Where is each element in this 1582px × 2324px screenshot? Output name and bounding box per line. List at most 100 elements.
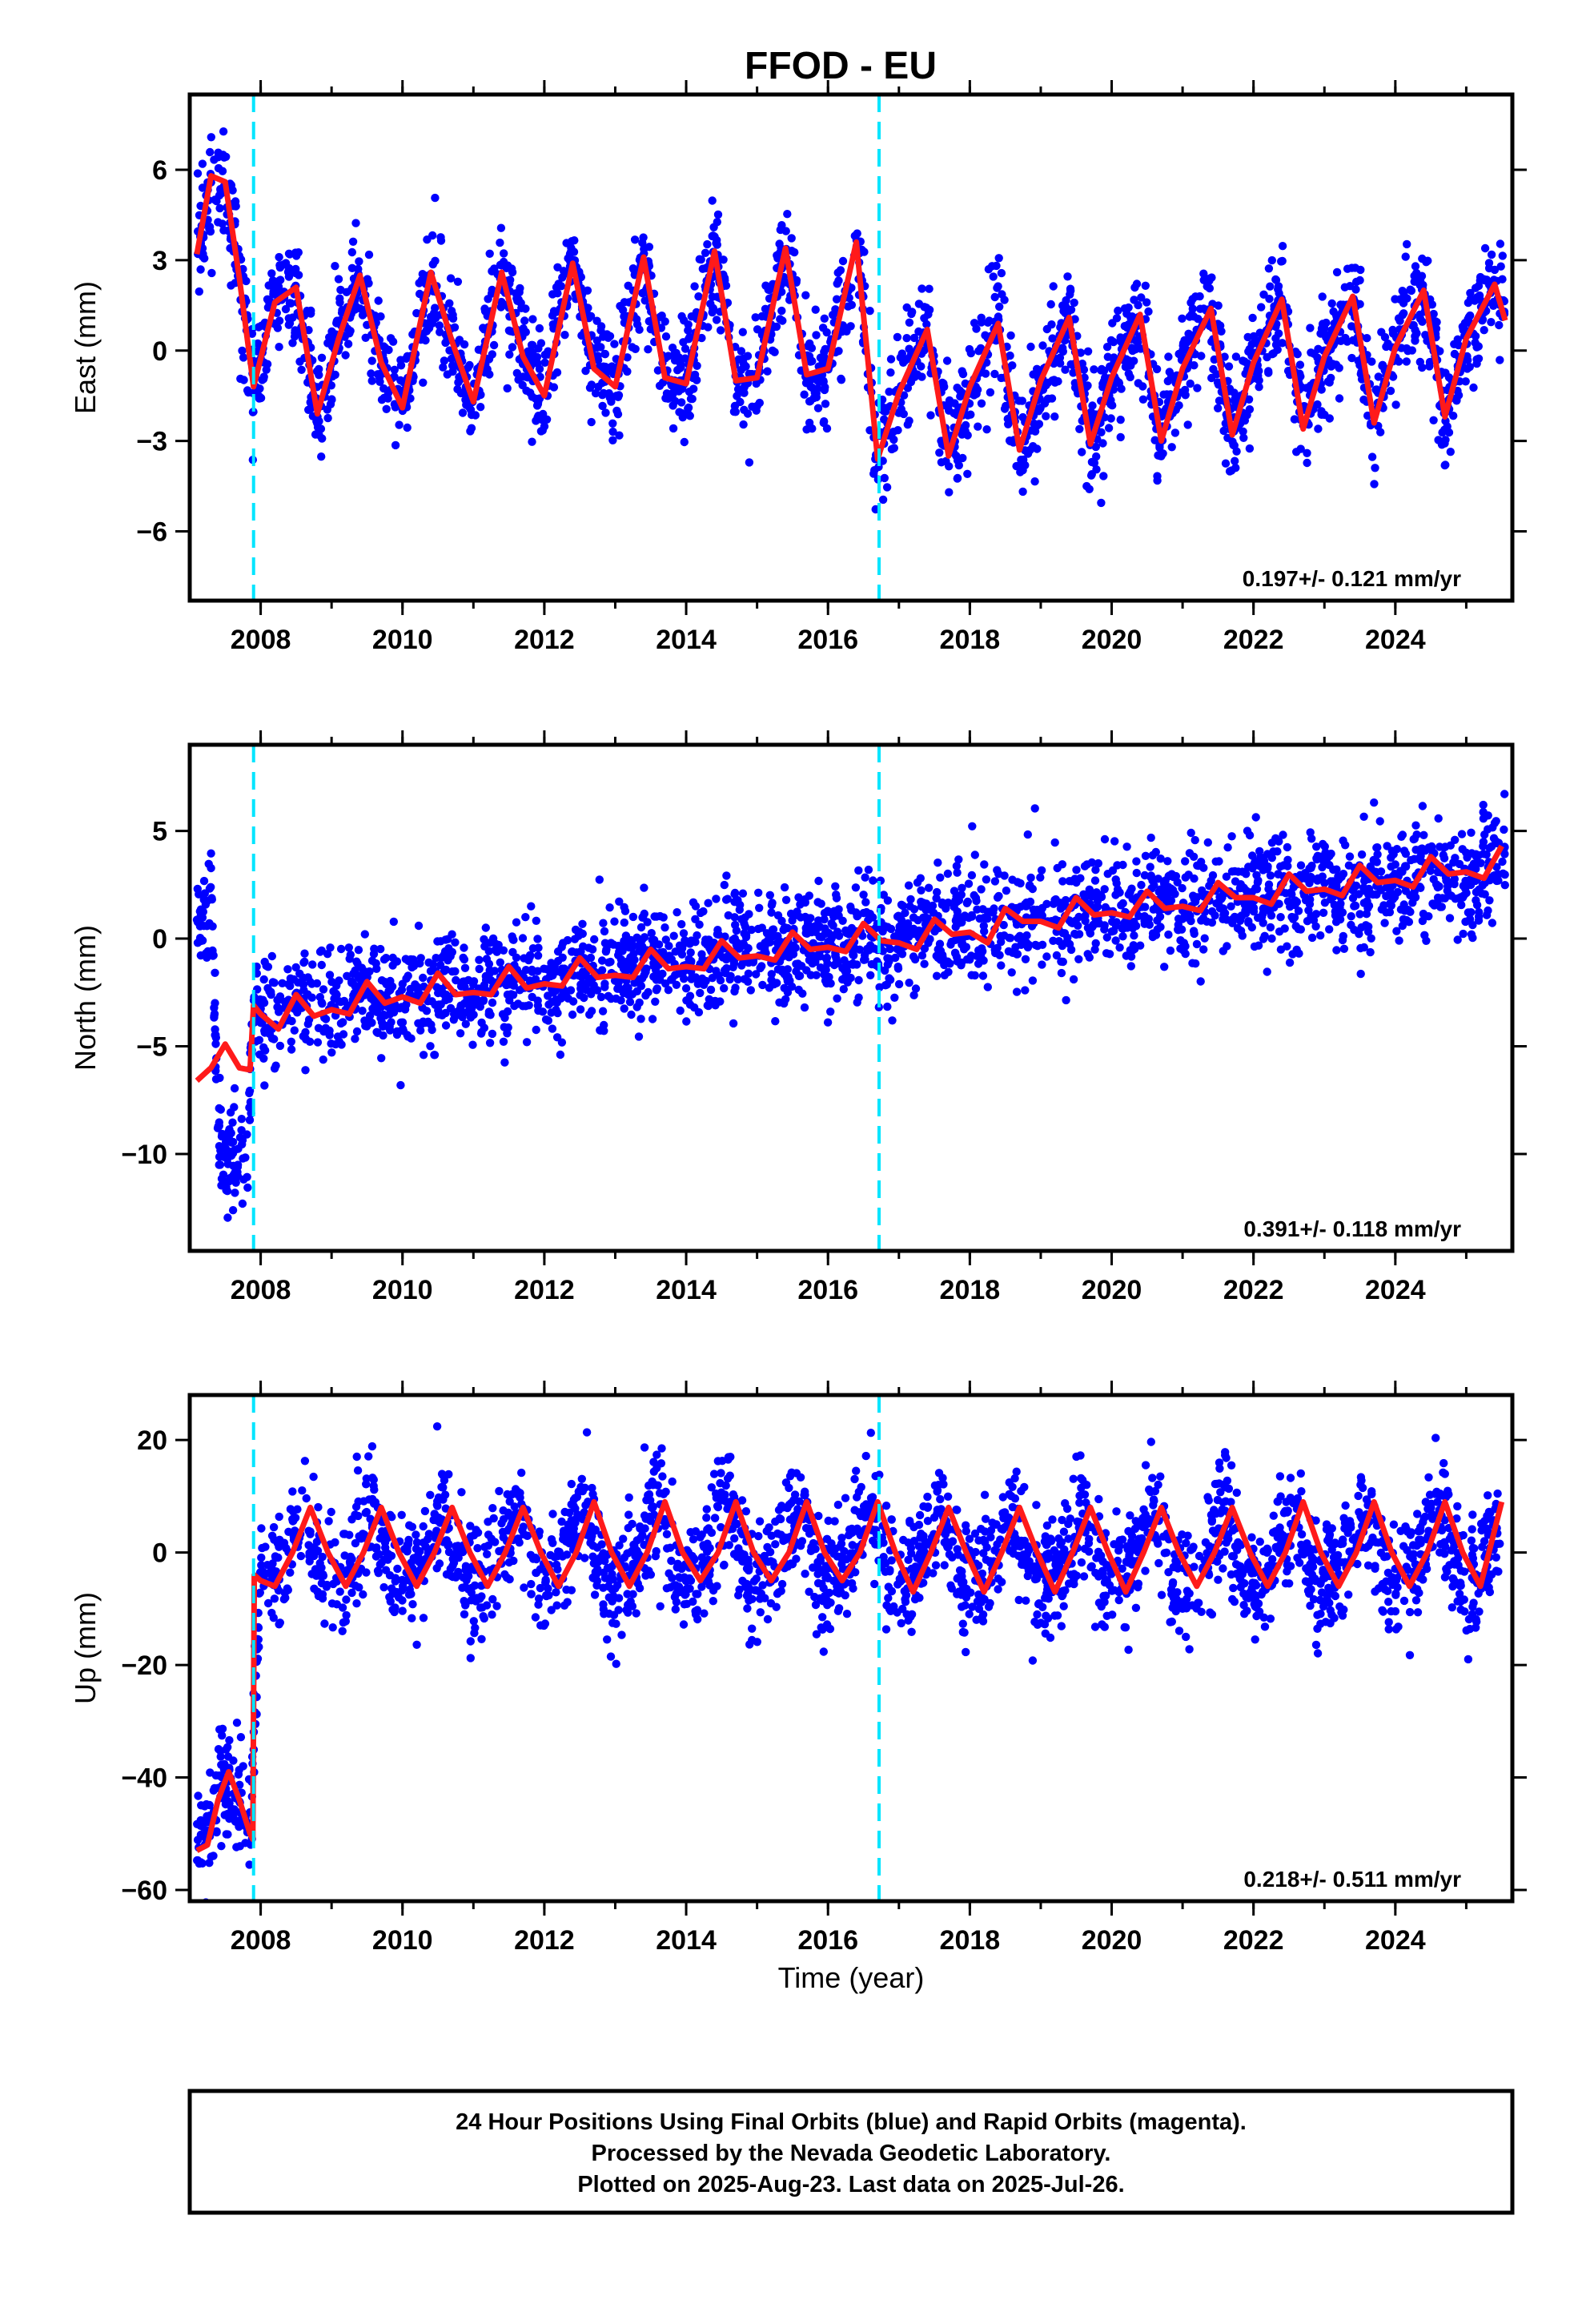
obs-point xyxy=(464,399,472,408)
obs-point xyxy=(675,408,684,416)
obs-point xyxy=(456,1029,465,1038)
obs-point xyxy=(953,868,962,877)
obs-point xyxy=(422,1007,432,1015)
obs-point xyxy=(712,239,721,247)
obs-point xyxy=(1011,943,1020,951)
obs-point xyxy=(669,931,678,940)
obs-point xyxy=(352,957,361,966)
obs-point xyxy=(281,259,291,267)
obs-point xyxy=(746,986,755,995)
obs-point xyxy=(919,913,928,923)
obs-point xyxy=(833,279,841,288)
obs-point xyxy=(315,364,323,374)
obs-point xyxy=(676,1006,685,1015)
obs-point xyxy=(720,983,729,993)
panel-north: 2008 2010 2012 2014 2016 2018 2020 2022 2024−10−… xyxy=(69,730,1527,1305)
obs-point xyxy=(1107,927,1117,936)
obs-point xyxy=(231,1188,239,1197)
obs-point xyxy=(967,870,977,880)
obs-point xyxy=(680,437,689,447)
obs-point xyxy=(553,263,562,271)
obs-point xyxy=(741,923,750,931)
obs-point xyxy=(1467,908,1476,917)
obs-point xyxy=(1466,311,1475,320)
obs-point xyxy=(586,953,596,963)
obs-point xyxy=(1421,331,1430,340)
obs-point xyxy=(917,284,926,293)
obs-point xyxy=(412,308,421,318)
obs-point xyxy=(1355,275,1364,285)
obs-point xyxy=(548,311,557,320)
obs-point xyxy=(287,1045,296,1054)
obs-point xyxy=(1287,888,1295,897)
obs-point xyxy=(333,1032,343,1041)
x-tick-label: 2024 xyxy=(1365,625,1426,655)
x-tick-label: 2016 xyxy=(797,625,858,655)
obs-point xyxy=(419,1051,428,1059)
obs-point xyxy=(436,1000,445,1009)
obs-point xyxy=(1029,442,1038,451)
obs-point xyxy=(880,473,889,483)
obs-point xyxy=(476,1029,486,1038)
obs-point xyxy=(283,965,292,974)
obs-point xyxy=(1066,286,1075,296)
obs-point xyxy=(388,961,397,970)
obs-point xyxy=(1337,872,1346,882)
obs-point xyxy=(906,377,916,387)
obs-point xyxy=(379,1031,387,1040)
y-tick-label: −6 xyxy=(136,517,167,547)
obs-point xyxy=(1078,448,1086,456)
obs-point xyxy=(1230,388,1239,397)
obs-point xyxy=(826,1007,835,1016)
obs-point xyxy=(208,949,217,958)
y-tick-label: 6 xyxy=(152,155,167,186)
obs-point xyxy=(1391,295,1399,304)
obs-point xyxy=(885,388,893,396)
obs-point xyxy=(1060,929,1070,938)
obs-point xyxy=(460,340,469,349)
obs-point xyxy=(540,358,549,367)
obs-point xyxy=(978,944,986,953)
obs-point xyxy=(783,976,792,986)
obs-point xyxy=(837,376,846,384)
obs-point xyxy=(1479,814,1488,823)
obs-point xyxy=(1367,452,1377,461)
obs-point xyxy=(259,372,268,381)
obs-point xyxy=(307,993,316,1002)
obs-point xyxy=(693,931,701,940)
obs-point xyxy=(747,925,756,935)
obs-point xyxy=(1489,834,1499,842)
obs-point xyxy=(1207,918,1217,927)
obs-point xyxy=(599,919,608,927)
obs-point xyxy=(1183,336,1193,345)
obs-point xyxy=(1295,360,1305,369)
obs-point xyxy=(214,218,223,227)
obs-point xyxy=(1251,813,1260,822)
obs-point xyxy=(553,289,562,298)
obs-point xyxy=(488,350,496,359)
obs-point xyxy=(640,933,649,942)
obs-point xyxy=(861,898,870,907)
obs-point xyxy=(1285,958,1295,967)
obs-point xyxy=(207,268,216,278)
obs-point xyxy=(1296,861,1306,870)
obs-point xyxy=(308,960,317,969)
obs-point xyxy=(968,822,977,831)
obs-point xyxy=(1485,896,1494,905)
obs-point xyxy=(360,930,369,939)
obs-point xyxy=(528,315,537,324)
obs-point xyxy=(1130,283,1139,292)
obs-point xyxy=(1053,863,1062,873)
obs-point xyxy=(1398,867,1407,876)
obs-point xyxy=(745,910,753,919)
obs-point xyxy=(1241,907,1250,915)
obs-point xyxy=(1122,842,1131,851)
obs-point xyxy=(303,973,312,982)
obs-point xyxy=(215,1121,223,1131)
obs-point xyxy=(215,1142,224,1151)
obs-point xyxy=(323,413,332,423)
obs-point xyxy=(861,873,869,882)
obs-point xyxy=(1186,298,1195,308)
obs-point xyxy=(1026,873,1035,883)
obs-point xyxy=(904,881,913,890)
